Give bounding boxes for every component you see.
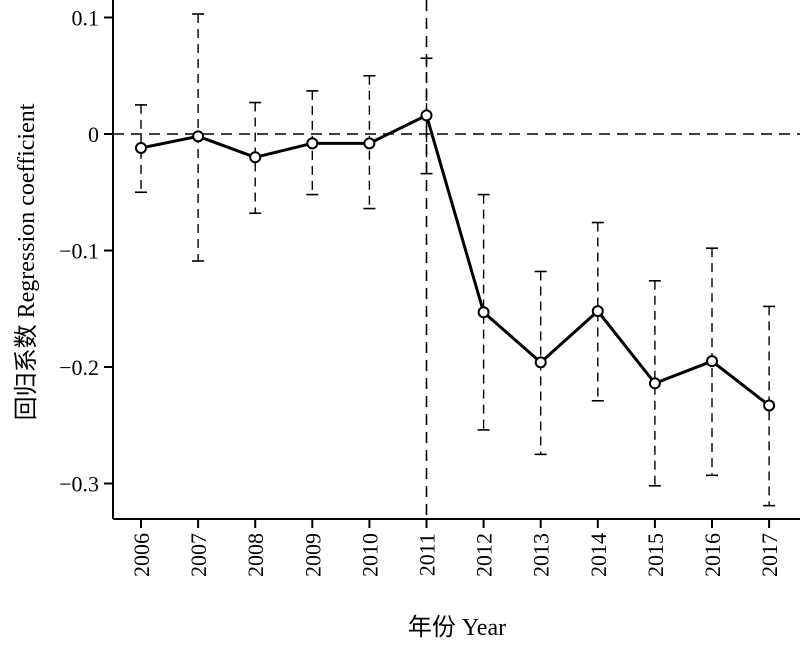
series-line-group bbox=[140, 113, 771, 407]
x-tick-label-2014: 2014 bbox=[586, 533, 611, 577]
x-tick-label-2006: 2006 bbox=[129, 533, 154, 577]
data-point-2017 bbox=[763, 399, 776, 412]
x-axis-title: 年份 Year bbox=[408, 614, 506, 641]
data-point-2016 bbox=[706, 355, 718, 368]
data-point-2014 bbox=[591, 305, 604, 318]
data-point-2006 bbox=[135, 141, 147, 154]
data-point-2011 bbox=[420, 109, 433, 122]
x-tick-label-2016: 2016 bbox=[700, 533, 725, 577]
y-tick-label-3: −0.2 bbox=[59, 355, 99, 380]
data-point-2007 bbox=[192, 130, 205, 143]
data-point-2012 bbox=[477, 306, 490, 319]
error-bars bbox=[135, 13, 776, 507]
x-axis-ticks: 2006 2007 2008 2009 2010 2011 2012 2013 2014 2015… bbox=[129, 519, 782, 577]
y-axis-title: 回归系数 Regression coefficient bbox=[13, 103, 40, 420]
data-point-2015 bbox=[648, 377, 661, 390]
x-tick-label-2007: 2007 bbox=[186, 533, 211, 577]
plot-frame bbox=[112, 0, 800, 520]
x-tick-label-2017: 2017 bbox=[757, 533, 782, 577]
series-line bbox=[140, 113, 771, 407]
y-axis-ticks: 0.1 0 −0.1 −0.2 −0.3 bbox=[59, 6, 113, 497]
y-tick-label-2: −0.1 bbox=[59, 239, 99, 264]
data-point-2008 bbox=[249, 151, 262, 164]
data-point-2013 bbox=[534, 356, 547, 369]
data-point-2010 bbox=[363, 137, 376, 150]
x-tick-label-2010: 2010 bbox=[357, 533, 382, 577]
y-tick-label-4: −0.3 bbox=[59, 472, 99, 497]
data-point-2009 bbox=[306, 137, 319, 150]
y-tick-label-1: 0 bbox=[88, 122, 99, 147]
x-tick-label-2015: 2015 bbox=[643, 533, 668, 577]
x-tick-label-2012: 2012 bbox=[472, 533, 497, 577]
x-tick-label-2011: 2011 bbox=[415, 533, 440, 576]
data-points bbox=[135, 109, 776, 412]
x-tick-label-2013: 2013 bbox=[529, 533, 554, 577]
y-tick-label-0: 0.1 bbox=[72, 6, 100, 31]
x-tick-label-2008: 2008 bbox=[243, 533, 268, 577]
x-tick-label-2009: 2009 bbox=[300, 533, 325, 577]
reference-lines bbox=[113, 0, 800, 519]
